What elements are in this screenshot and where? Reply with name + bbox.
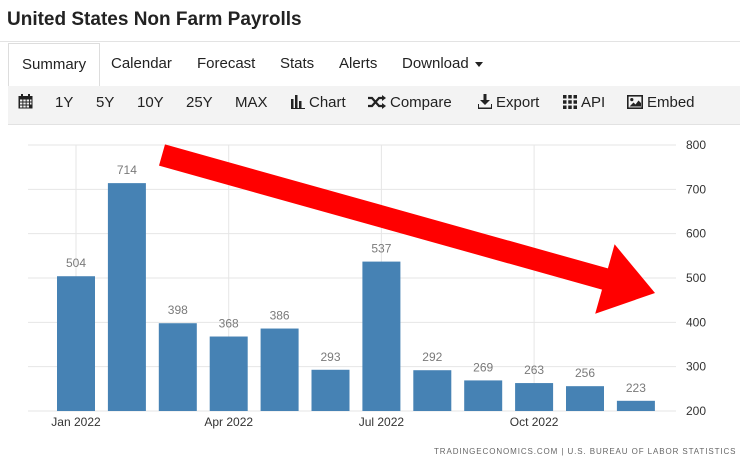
bar [464, 380, 503, 411]
chart-type-button[interactable]: Chart [291, 86, 346, 120]
bar-data-label: 504 [66, 256, 86, 270]
bar-data-label: 263 [524, 363, 544, 377]
bar-data-label: 398 [168, 303, 188, 317]
api-button[interactable]: API [563, 86, 605, 120]
range-25y-button[interactable]: 25Y [186, 94, 213, 111]
api-button-label: API [581, 94, 606, 111]
export-button[interactable]: Export [477, 86, 540, 120]
download-icon [477, 94, 493, 110]
bar-data-label: 714 [117, 163, 137, 177]
range-1y-button[interactable]: 1Y [55, 94, 74, 111]
data-labels: 504 714 398 368 386 293 537 292 269 263 256 223 [66, 163, 646, 395]
y-tick-label: 800 [686, 138, 706, 152]
x-tick-label: Oct 2022 [510, 415, 559, 429]
range-5y-button[interactable]: 5Y [96, 94, 115, 111]
chart-area: 504 714 398 368 386 293 537 292 269 263 256 223 200… [0, 124, 740, 467]
bar [57, 276, 95, 411]
bar-data-label: 269 [473, 360, 493, 374]
bar-chart-icon [291, 95, 305, 109]
grid-icon [563, 95, 577, 109]
page-title: United States Non Farm Payrolls [7, 9, 302, 30]
bar [260, 328, 299, 411]
tab-download[interactable]: Download [402, 43, 483, 85]
bar [566, 386, 604, 411]
bar-data-label: 293 [320, 350, 340, 364]
red-trend-arrow [159, 144, 655, 314]
tab-summary[interactable]: Summary [8, 43, 101, 87]
bar-chart: 504 714 398 368 386 293 537 292 269 263 256 223 200… [28, 138, 706, 429]
tab-alerts[interactable]: Alerts [339, 55, 378, 72]
calendar-icon [18, 94, 33, 109]
y-tick-label: 300 [686, 360, 706, 374]
chart-button-label: Chart [309, 94, 346, 111]
bar-data-label: 223 [626, 381, 646, 395]
bar [311, 369, 350, 411]
tab-stats[interactable]: Stats [280, 55, 315, 72]
bar-data-label: 292 [422, 350, 442, 364]
title-divider [0, 41, 740, 42]
bar-data-label: 386 [270, 309, 290, 323]
chart-toolbar: 1Y 5Y 10Y 25Y MAX Chart Compare Export [8, 86, 740, 125]
x-tick-label: Jul 2022 [359, 415, 405, 429]
caret-down-icon [474, 61, 483, 67]
tab-bar: Summary Calendar Forecast Stats Alerts D… [8, 43, 740, 87]
bar-data-label: 368 [219, 317, 239, 331]
y-tick-label: 200 [686, 404, 706, 418]
embed-button-label: Embed [647, 94, 695, 111]
tab-calendar[interactable]: Calendar [111, 55, 172, 72]
y-tick-label: 500 [686, 271, 706, 285]
y-tick-label: 600 [686, 227, 706, 241]
bar [362, 261, 401, 411]
x-tick-label: Jan 2022 [51, 415, 101, 429]
range-10y-button[interactable]: 10Y [137, 94, 164, 111]
bar [515, 383, 554, 411]
source-credit: TRADINGECONOMICS.COM | U.S. BUREAU OF LA… [434, 447, 737, 456]
bar [616, 400, 655, 411]
bar [413, 370, 452, 411]
bar [158, 323, 197, 411]
bar-data-label: 256 [575, 366, 595, 380]
date-range-button[interactable] [18, 86, 37, 120]
compare-button-label: Compare [390, 94, 452, 111]
range-max-button[interactable]: MAX [235, 94, 268, 111]
bar [209, 336, 248, 411]
image-icon [627, 95, 643, 109]
shuffle-icon [368, 95, 386, 109]
compare-button[interactable]: Compare [368, 86, 452, 120]
embed-button[interactable]: Embed [627, 86, 695, 120]
y-axis: 200 300 400 500 600 700 800 [686, 138, 706, 418]
export-button-label: Export [496, 94, 540, 111]
y-tick-label: 700 [686, 182, 706, 196]
x-tick-label: Apr 2022 [204, 415, 253, 429]
bar [107, 183, 146, 411]
trend-arrow [159, 144, 655, 314]
bar-data-label: 537 [371, 242, 391, 256]
bars [57, 183, 655, 411]
y-tick-label: 400 [686, 315, 706, 329]
x-axis: Jan 2022 Apr 2022 Jul 2022 Oct 2022 [51, 415, 558, 429]
tab-download-label: Download [402, 55, 469, 72]
tab-forecast[interactable]: Forecast [197, 55, 256, 72]
